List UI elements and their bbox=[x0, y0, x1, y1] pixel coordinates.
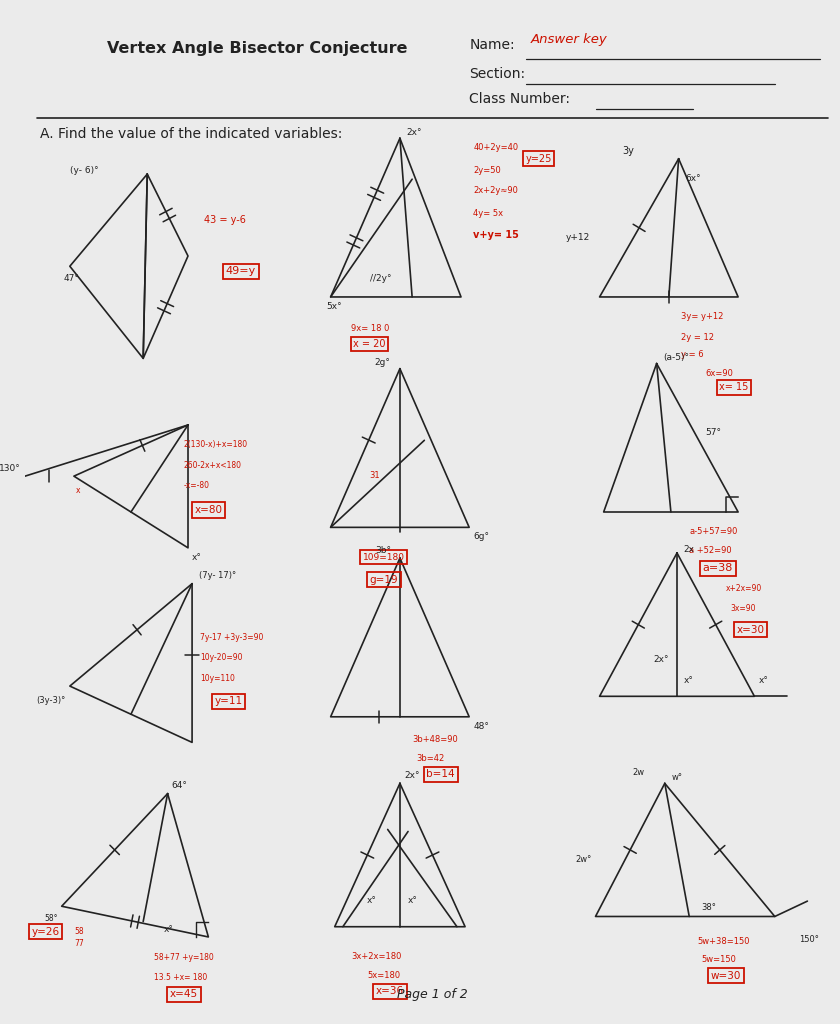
Text: a-5+57=90: a-5+57=90 bbox=[690, 527, 738, 537]
Text: 260-2x+x<180: 260-2x+x<180 bbox=[184, 461, 242, 470]
Text: 2(130-x)+x=180: 2(130-x)+x=180 bbox=[184, 440, 248, 450]
Text: (y- 6)°: (y- 6)° bbox=[70, 166, 98, 175]
Text: 2w°: 2w° bbox=[575, 855, 591, 864]
Text: x=30: x=30 bbox=[737, 625, 764, 635]
Text: y+12: y+12 bbox=[565, 233, 590, 242]
Text: //2y°: //2y° bbox=[370, 274, 391, 284]
Text: 3y= y+12: 3y= y+12 bbox=[681, 312, 723, 322]
Text: 2x+2y≈90: 2x+2y≈90 bbox=[473, 186, 518, 196]
Text: x°: x° bbox=[164, 925, 173, 934]
Text: 4y= 5x: 4y= 5x bbox=[473, 209, 503, 218]
Text: Section:: Section: bbox=[470, 67, 525, 81]
Text: 58: 58 bbox=[74, 927, 83, 936]
Text: x = 20: x = 20 bbox=[354, 339, 386, 349]
Text: 49=y: 49=y bbox=[226, 266, 256, 276]
Text: 3b°: 3b° bbox=[375, 546, 391, 555]
Text: 5x=180: 5x=180 bbox=[367, 971, 401, 980]
Text: x=80: x=80 bbox=[194, 505, 223, 515]
Text: A. Find the value of the indicated variables:: A. Find the value of the indicated varia… bbox=[39, 127, 342, 141]
Text: Class Number:: Class Number: bbox=[470, 92, 570, 106]
Text: g=19: g=19 bbox=[370, 574, 398, 585]
Text: x+2x=90: x+2x=90 bbox=[726, 584, 762, 593]
Text: Page 1 of 2: Page 1 of 2 bbox=[397, 988, 468, 1001]
Text: -x=-80: -x=-80 bbox=[184, 481, 210, 490]
Text: 57°: 57° bbox=[706, 428, 722, 436]
Text: 6x°: 6x° bbox=[685, 174, 701, 183]
Text: y=11: y=11 bbox=[215, 696, 243, 707]
Text: a=38: a=38 bbox=[702, 563, 733, 573]
Text: 13.5 +x= 180: 13.5 +x= 180 bbox=[154, 973, 207, 982]
Text: x°: x° bbox=[192, 553, 202, 562]
Text: 3y: 3y bbox=[622, 146, 634, 157]
Text: 47°: 47° bbox=[63, 274, 79, 284]
Text: (a-5)°: (a-5)° bbox=[663, 353, 689, 362]
Text: 2w: 2w bbox=[633, 768, 644, 777]
Text: 2x°: 2x° bbox=[654, 655, 669, 665]
Text: 43 = y-6: 43 = y-6 bbox=[204, 215, 246, 225]
Text: 2x: 2x bbox=[684, 545, 695, 554]
Text: x°: x° bbox=[408, 896, 418, 905]
Text: y = 6: y = 6 bbox=[681, 350, 704, 359]
Text: 6x=90: 6x=90 bbox=[706, 369, 733, 378]
Text: w=30: w=30 bbox=[711, 971, 741, 981]
Text: Vertex Angle Bisector Conjecture: Vertex Angle Bisector Conjecture bbox=[107, 41, 407, 56]
Text: 2y=50: 2y=50 bbox=[473, 166, 501, 175]
Text: y=26: y=26 bbox=[31, 927, 60, 937]
Text: 31: 31 bbox=[369, 471, 380, 480]
Text: x=45: x=45 bbox=[170, 989, 198, 999]
Text: 77: 77 bbox=[74, 939, 84, 948]
Text: 3b=42: 3b=42 bbox=[416, 754, 444, 763]
Text: x°: x° bbox=[367, 896, 377, 905]
Text: 7y-17 +3y-3=90: 7y-17 +3y-3=90 bbox=[200, 633, 264, 642]
Text: 64°: 64° bbox=[171, 781, 187, 791]
Text: 10y-20=90: 10y-20=90 bbox=[200, 653, 243, 663]
Text: 10y=110: 10y=110 bbox=[200, 674, 235, 683]
Text: x°: x° bbox=[759, 676, 769, 685]
Text: Answer key: Answer key bbox=[530, 33, 607, 46]
Text: 40+2y=40: 40+2y=40 bbox=[473, 143, 518, 153]
Text: 48°: 48° bbox=[473, 722, 489, 731]
Text: x°: x° bbox=[684, 676, 693, 685]
Text: (7y- 17)°: (7y- 17)° bbox=[198, 571, 236, 581]
Text: 2g°: 2g° bbox=[375, 358, 390, 368]
Text: 9x= 18 0: 9x= 18 0 bbox=[351, 324, 390, 333]
Text: y=25: y=25 bbox=[525, 154, 552, 164]
Text: 38°: 38° bbox=[701, 903, 717, 912]
Text: w°: w° bbox=[671, 773, 682, 782]
Text: x: x bbox=[76, 486, 80, 496]
Text: 150°: 150° bbox=[799, 935, 819, 944]
Text: v+y= 15: v+y= 15 bbox=[473, 230, 519, 241]
Text: 109=180: 109=180 bbox=[363, 553, 405, 561]
Text: 2y = 12: 2y = 12 bbox=[681, 333, 714, 342]
Text: (3y-3)°: (3y-3)° bbox=[36, 696, 66, 706]
Text: 58+77 +y=180: 58+77 +y=180 bbox=[154, 953, 213, 963]
Text: 3x+2x=180: 3x+2x=180 bbox=[351, 952, 402, 962]
Text: 5w=150: 5w=150 bbox=[701, 955, 737, 965]
Text: a +52=90: a +52=90 bbox=[690, 546, 732, 555]
Text: 2x°: 2x° bbox=[407, 128, 422, 137]
Text: 5x°: 5x° bbox=[327, 302, 342, 311]
Text: b=14: b=14 bbox=[427, 769, 455, 779]
Text: 5w+38=150: 5w+38=150 bbox=[697, 937, 750, 946]
Text: x=36: x=36 bbox=[376, 986, 404, 996]
Text: 6g°: 6g° bbox=[473, 532, 489, 542]
Text: 3x=90: 3x=90 bbox=[730, 604, 755, 613]
Text: x= 15: x= 15 bbox=[719, 382, 748, 392]
Text: 3b+48=90: 3b+48=90 bbox=[412, 735, 458, 744]
Text: 58°: 58° bbox=[45, 914, 58, 924]
Text: 2x°: 2x° bbox=[404, 771, 419, 780]
Text: 130°: 130° bbox=[0, 464, 21, 473]
Text: Name:: Name: bbox=[470, 38, 515, 52]
